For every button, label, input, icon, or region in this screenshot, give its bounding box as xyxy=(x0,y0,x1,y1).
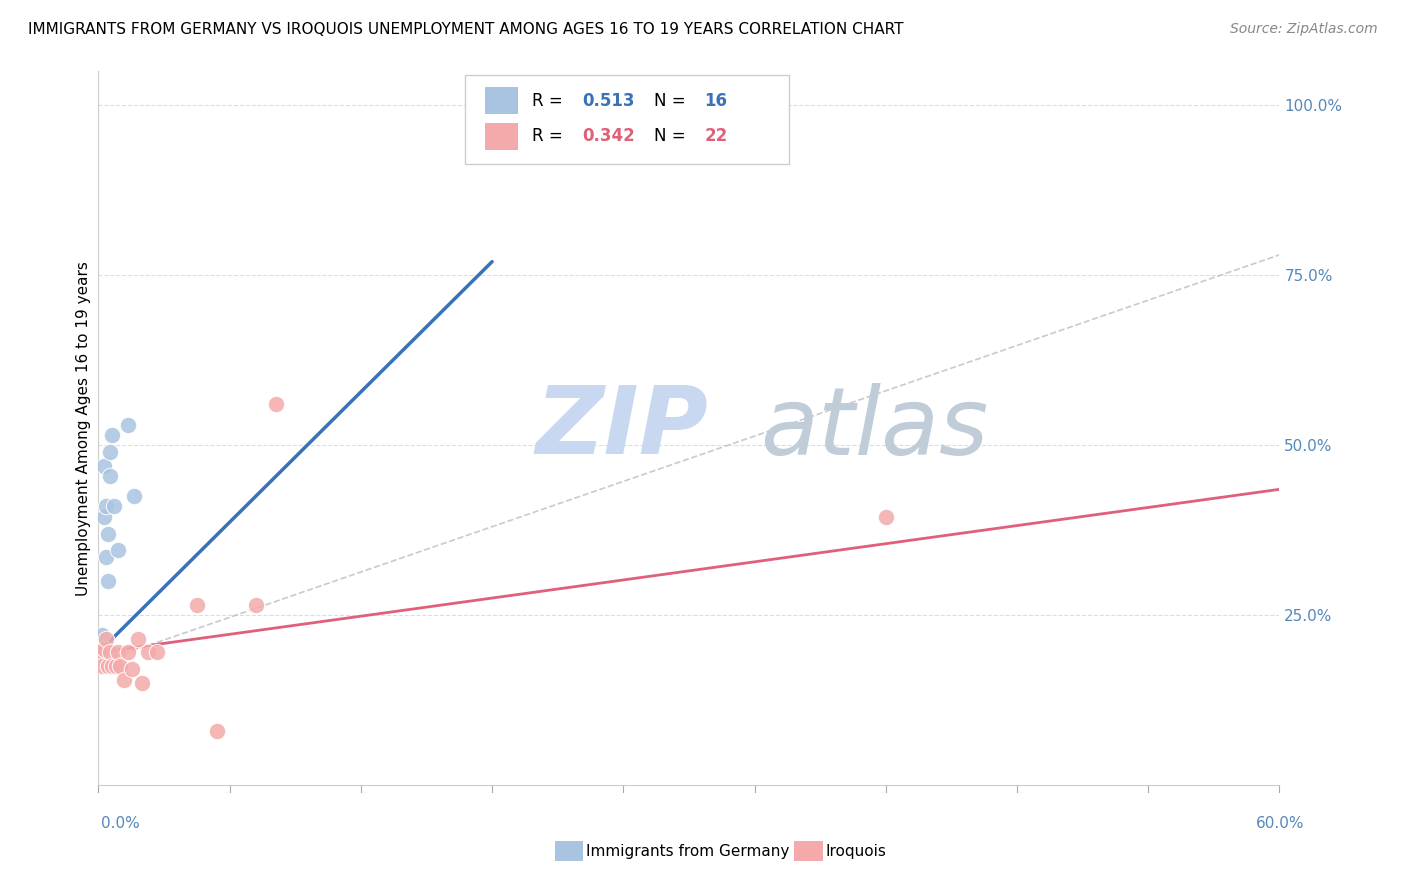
Point xyxy=(96,632,118,646)
Text: ZIP: ZIP xyxy=(536,382,709,475)
Point xyxy=(105,659,128,673)
Point xyxy=(98,445,121,459)
Point xyxy=(96,500,118,514)
Text: 0.513: 0.513 xyxy=(582,92,636,110)
Point xyxy=(127,632,149,646)
Point xyxy=(93,642,115,657)
Point xyxy=(101,659,124,673)
Point xyxy=(93,458,115,473)
Text: Immigrants from Germany: Immigrants from Germany xyxy=(586,845,790,859)
Point xyxy=(205,723,228,738)
Point xyxy=(91,628,114,642)
Text: atlas: atlas xyxy=(759,383,988,474)
Point xyxy=(97,574,120,588)
Point xyxy=(93,509,115,524)
Point xyxy=(91,659,114,673)
Point xyxy=(560,98,582,112)
Point xyxy=(264,397,287,411)
Point xyxy=(112,673,135,687)
Point xyxy=(107,645,129,659)
Point xyxy=(117,417,139,432)
Point xyxy=(98,468,121,483)
FancyBboxPatch shape xyxy=(464,75,789,164)
Point xyxy=(146,645,169,659)
Point xyxy=(131,676,153,690)
Bar xyxy=(485,123,517,150)
Point xyxy=(108,659,131,673)
Bar xyxy=(485,87,517,114)
Point xyxy=(245,598,267,612)
Text: 16: 16 xyxy=(704,92,727,110)
Point xyxy=(136,645,159,659)
Text: 22: 22 xyxy=(704,128,727,145)
Point xyxy=(89,645,111,659)
Text: N =: N = xyxy=(654,128,690,145)
Text: 60.0%: 60.0% xyxy=(1257,816,1305,831)
Point xyxy=(875,509,897,524)
Text: R =: R = xyxy=(531,92,568,110)
Text: 0.0%: 0.0% xyxy=(101,816,141,831)
Point xyxy=(97,526,120,541)
Point xyxy=(117,645,139,659)
Text: Iroquois: Iroquois xyxy=(825,845,886,859)
Point xyxy=(97,659,120,673)
Text: IMMIGRANTS FROM GERMANY VS IROQUOIS UNEMPLOYMENT AMONG AGES 16 TO 19 YEARS CORRE: IMMIGRANTS FROM GERMANY VS IROQUOIS UNEM… xyxy=(28,22,904,37)
Point xyxy=(89,645,111,659)
Point xyxy=(121,662,143,676)
Point xyxy=(186,598,208,612)
Point xyxy=(98,645,121,659)
Text: R =: R = xyxy=(531,128,568,145)
Text: 0.342: 0.342 xyxy=(582,128,636,145)
Y-axis label: Unemployment Among Ages 16 to 19 years: Unemployment Among Ages 16 to 19 years xyxy=(76,260,91,596)
Point xyxy=(122,489,145,503)
Text: N =: N = xyxy=(654,92,690,110)
Point xyxy=(107,543,129,558)
Text: Source: ZipAtlas.com: Source: ZipAtlas.com xyxy=(1230,22,1378,37)
Point xyxy=(96,550,118,565)
Point xyxy=(101,428,124,442)
Point xyxy=(103,500,125,514)
